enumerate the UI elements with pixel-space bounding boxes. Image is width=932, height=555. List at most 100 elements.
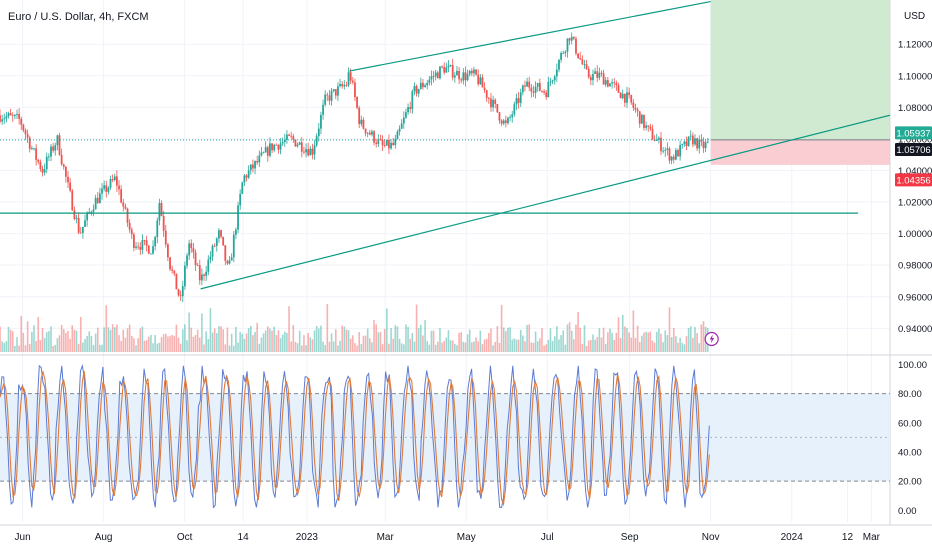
candle-body [392,142,395,145]
lightning-icon[interactable] [704,331,719,347]
volume-bar [147,336,150,352]
candle-body [362,119,365,129]
lower-trendline [200,114,891,290]
volume-bar [458,332,460,352]
candle-body [519,92,522,103]
candle-body [175,273,178,290]
volume-bar [675,336,677,352]
volume-bar [475,337,477,352]
volume-bar [28,343,31,352]
x-tick-label: Aug [95,532,113,543]
volume-bar [369,338,371,352]
volume-bar [175,324,178,352]
candle-body [396,131,399,140]
candle-body [687,136,690,146]
candle-body [7,113,10,117]
volume-bar [611,332,613,352]
volume-bar [592,334,594,352]
osc-y-tick-label: 0.00 [898,506,917,517]
volume-bar [483,339,486,352]
candle-body [458,70,460,80]
volume-bar [539,338,541,352]
volume-bar [604,344,607,352]
volume-bar [600,337,603,352]
volume-bar [358,332,360,352]
volume-bar [135,345,137,352]
volume-bar [689,326,692,352]
volume-bar [445,337,448,352]
volume-bar [672,327,675,352]
volume-bar [437,341,439,352]
volume-bar [1,341,3,352]
symbol-title[interactable]: Euro / U.S. Dollar, 4h, FXCM [8,11,149,23]
volume-bar [481,344,484,352]
candle-body [664,149,667,151]
osc-y-tick-label: 100.00 [898,360,927,371]
volume-bar [409,338,411,352]
candle-body [700,139,703,142]
volume-bar [362,335,365,352]
candle-body [241,182,244,194]
candle-body [373,131,375,143]
volume-bar [41,327,44,352]
drawings[interactable] [0,0,891,290]
volume-bar [39,340,42,352]
candle-body [305,149,307,153]
candle-body [162,215,165,231]
candle-body [337,86,339,96]
volume-bar [266,326,269,352]
candle-body [173,270,176,274]
volume-bar [162,334,165,352]
candle-body [409,107,412,110]
candle-body [628,92,631,96]
volume-bar [286,332,288,352]
candle-body [154,236,157,247]
y-tick-label: 1.00000 [898,229,932,240]
candle-body [558,59,560,70]
volume-bar [154,335,156,352]
candle-body [383,145,386,147]
volume-bar [549,328,552,352]
candle-body [356,97,358,108]
candle-body [364,128,367,134]
volume-bar [14,345,16,352]
volume-bar [264,330,267,352]
volume-bar [158,342,161,352]
candle-body [666,148,669,150]
candle-body [109,179,112,188]
candle-body [286,134,288,140]
candle-body [292,136,295,140]
volume-bar [211,332,214,352]
currency-label[interactable]: USD [904,11,925,22]
volume-bar [596,337,599,352]
candle-body [706,141,709,143]
candle-body [303,151,305,153]
candle-body [526,81,528,87]
candle-body [28,137,31,149]
volume-bar [79,317,82,352]
volume-bar [498,342,501,352]
volume-bar [626,328,628,352]
candle-body [201,274,203,281]
volume-bar [386,308,388,352]
volume-bar [645,331,647,352]
candle-body [555,69,558,77]
volume-bar [447,330,450,352]
volume-bar [551,340,554,352]
price-badge: 1.05706 [895,143,932,157]
candle-body [602,73,605,85]
candle-body [152,246,154,254]
candle-body [290,135,293,137]
volume-bar [636,325,639,352]
candle-body [524,85,526,87]
x-tick-label: Jul [541,532,554,543]
volume-bar [226,327,229,352]
candle-body [645,125,648,128]
y-tick-label: 1.02000 [898,198,932,209]
candle-body [324,94,327,105]
candle-body [13,114,16,116]
volume-bar [371,342,373,352]
volume-bar [62,329,65,352]
